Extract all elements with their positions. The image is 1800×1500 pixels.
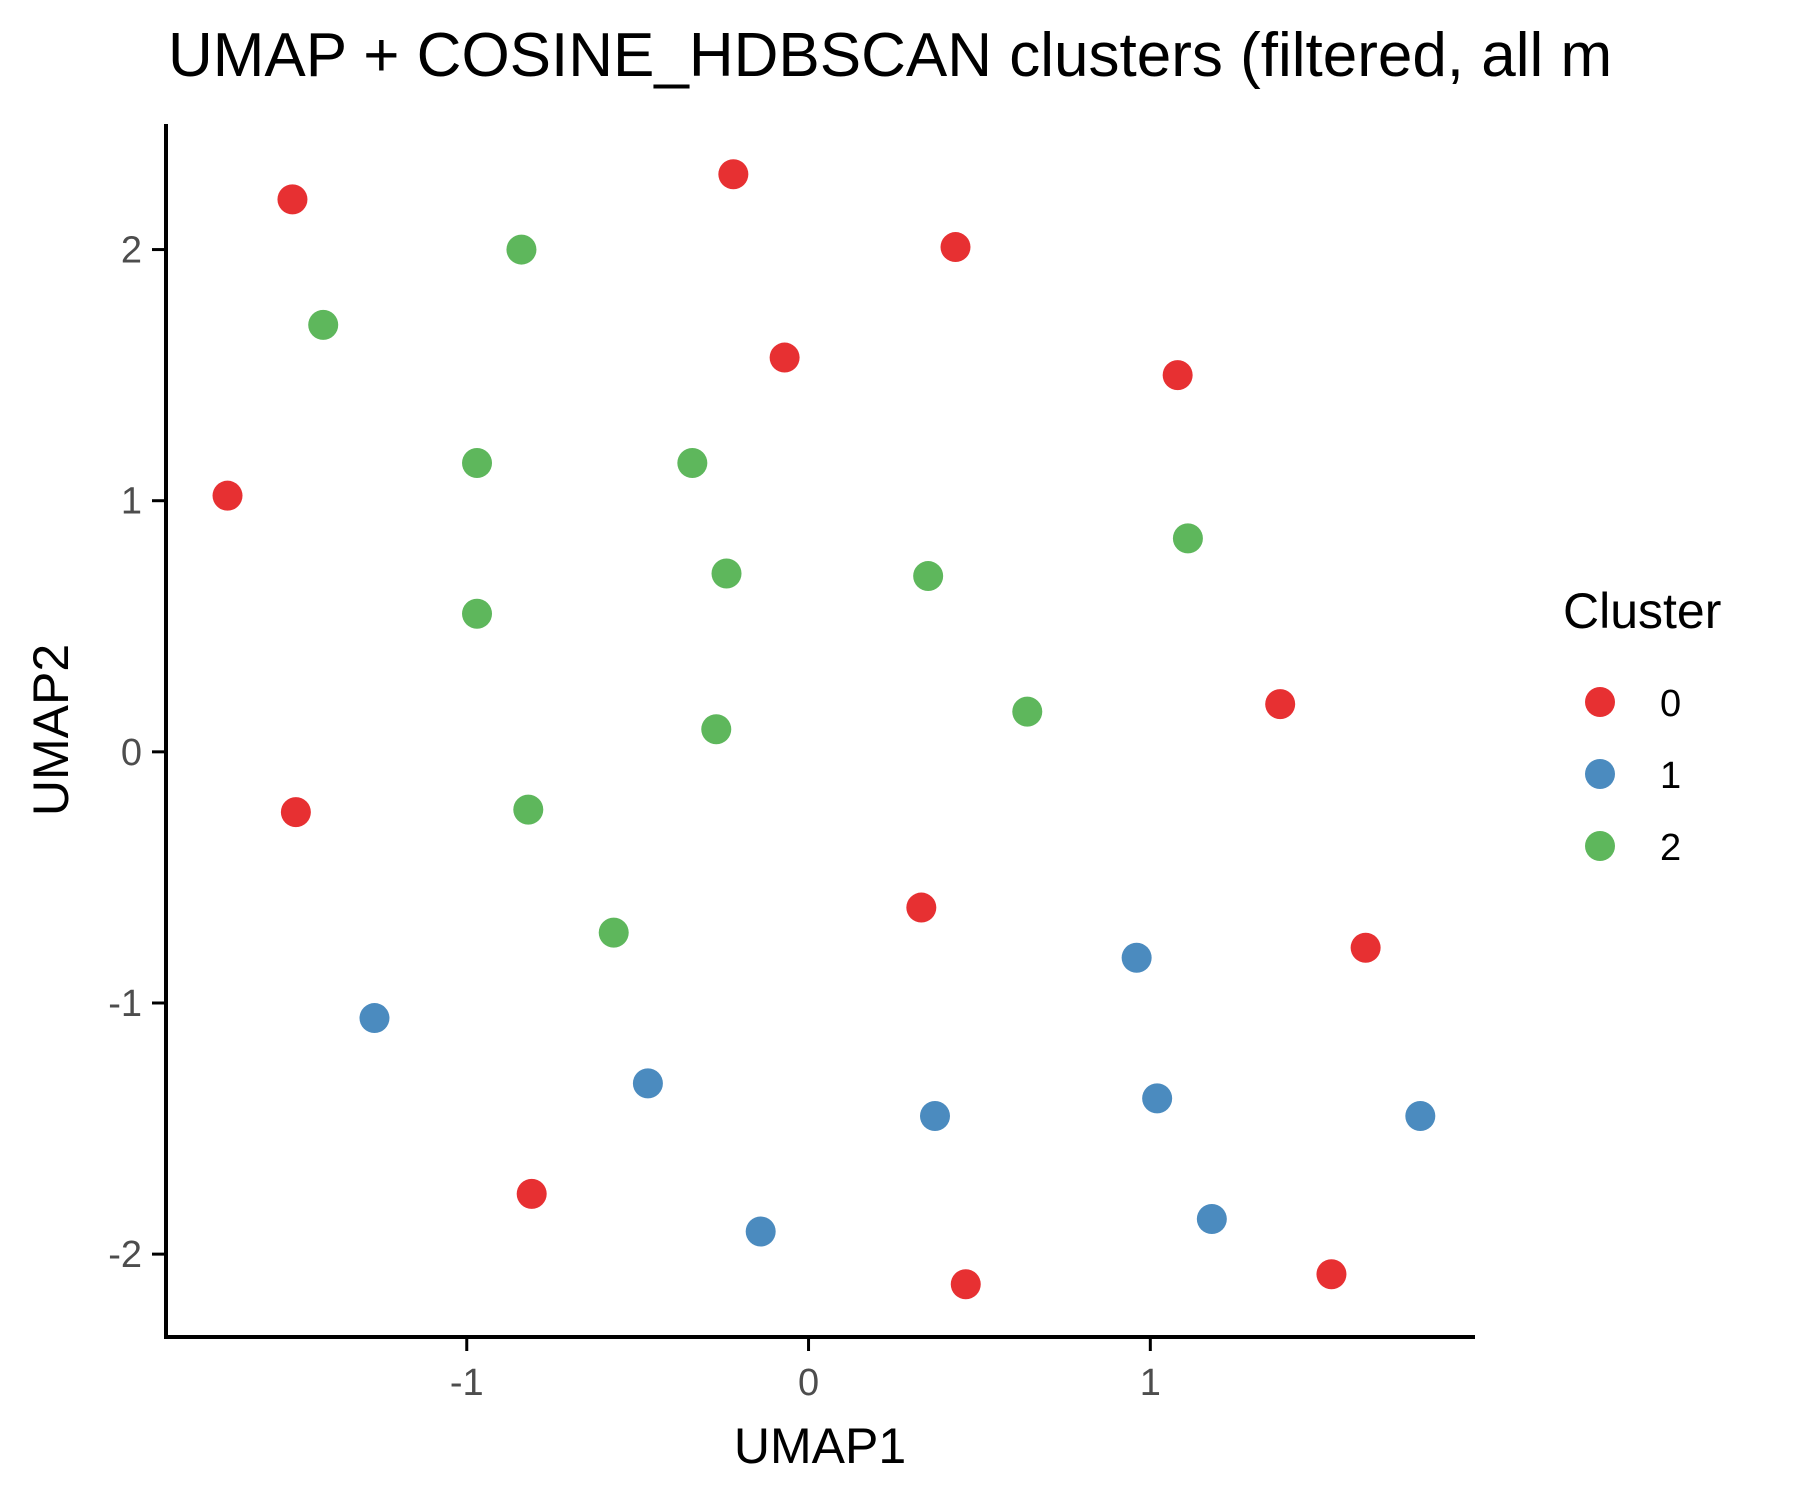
cluster-0-point (516, 1178, 547, 1209)
cluster-1-point (1196, 1203, 1227, 1234)
cluster-2-point (1172, 523, 1203, 554)
cluster-2-point (913, 561, 944, 592)
cluster-2-point (1012, 696, 1043, 727)
cluster-0-point (1350, 932, 1381, 963)
y-axis-title: UMAP2 (23, 644, 79, 816)
cluster-0-point (1162, 360, 1193, 391)
cluster-0-point (950, 1269, 981, 1300)
cluster-0-point (718, 159, 749, 190)
legend-key-1 (1585, 759, 1615, 789)
cluster-1-point (1121, 942, 1152, 973)
cluster-0-point (1316, 1259, 1347, 1290)
chart-title: UMAP + COSINE_HDBSCAN clusters (filtered… (168, 21, 1612, 90)
cluster-0-point (769, 342, 800, 373)
legend-label-2: 2 (1660, 827, 1681, 869)
legend-title: Cluster (1563, 583, 1721, 639)
legend-key-2 (1585, 831, 1615, 861)
cluster-2-point (462, 598, 493, 629)
cluster-2-point (677, 448, 708, 479)
cluster-0-point (277, 184, 308, 215)
x-tick-label: 0 (798, 1362, 819, 1404)
plot-area: -1 0 1 -2 -1 0 1 2 (108, 124, 1475, 1404)
cluster-1-point (1142, 1083, 1173, 1114)
legend-key-0 (1585, 687, 1615, 717)
y-tick-label: 2 (121, 230, 142, 272)
cluster-2-point (462, 448, 493, 479)
x-tick-label: -1 (450, 1362, 484, 1404)
x-axis-ticks: -1 0 1 (450, 1337, 1161, 1404)
cluster-2-point (701, 714, 732, 745)
x-axis-title: UMAP1 (734, 1418, 906, 1474)
legend-label-0: 0 (1660, 683, 1681, 725)
cluster-2-point (711, 558, 742, 589)
cluster-1-point (359, 1003, 390, 1034)
cluster-2-point (598, 917, 629, 948)
cluster-1-point (1405, 1100, 1436, 1131)
y-tick-label: -2 (108, 1234, 142, 1276)
y-tick-label: 1 (121, 481, 142, 523)
legend-label-1: 1 (1660, 755, 1681, 797)
cluster-1-point (919, 1100, 950, 1131)
y-axis-ticks: -2 -1 0 1 2 (108, 230, 166, 1276)
data-points (212, 159, 1436, 1300)
cluster-2-point (506, 234, 537, 265)
cluster-0-point (940, 232, 971, 263)
cluster-1-point (745, 1216, 776, 1247)
cluster-1-point (632, 1068, 663, 1099)
cluster-2-point (513, 794, 544, 825)
y-tick-label: -1 (108, 983, 142, 1025)
y-tick-label: 0 (121, 732, 142, 774)
cluster-0-point (280, 797, 311, 828)
cluster-0-point (906, 892, 937, 923)
cluster-0-point (1265, 689, 1296, 720)
x-tick-label: 1 (1140, 1362, 1161, 1404)
cluster-0-point (212, 480, 243, 511)
cluster-2-point (308, 309, 339, 340)
legend: Cluster 0 1 2 (1563, 583, 1721, 869)
